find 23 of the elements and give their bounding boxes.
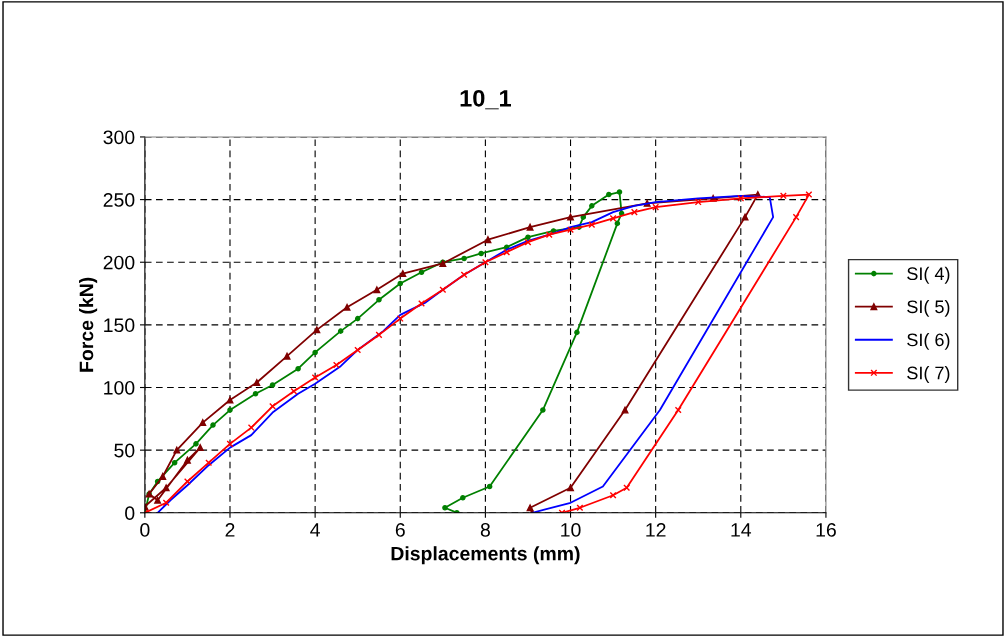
x-tick-label: 2 [225, 523, 235, 537]
x-tick-label: 8 [480, 523, 490, 537]
y-tick-label: 50 [114, 443, 135, 458]
y-tick-label: 200 [103, 255, 135, 270]
x-tick-label: 12 [646, 523, 666, 537]
y-tick-label: 250 [103, 193, 135, 207]
y-tick-label: 100 [104, 380, 135, 395]
x-tick-label: 10 [561, 523, 581, 537]
x-tick-label: 6 [395, 523, 405, 537]
legend-label: SI( 6) [907, 332, 950, 350]
y-tick-label: 0 [125, 506, 135, 521]
y-tick-label: 300 [103, 130, 135, 145]
legend-label: SI( 5) [907, 299, 950, 317]
x-tick-label: 14 [731, 523, 752, 537]
chart-title: 10_1 [460, 89, 511, 110]
y-tick-label: 150 [104, 318, 135, 333]
x-tick-label: 16 [816, 523, 836, 537]
y-axis-title: Force (kN) [79, 277, 98, 372]
legend-label: SI( 4) [907, 266, 950, 284]
legend-label: SI( 7) [907, 366, 950, 383]
x-tick-label: 0 [140, 523, 150, 537]
x-axis-title: Displacements (mm) [391, 546, 580, 565]
x-tick-label: 4 [310, 523, 320, 537]
